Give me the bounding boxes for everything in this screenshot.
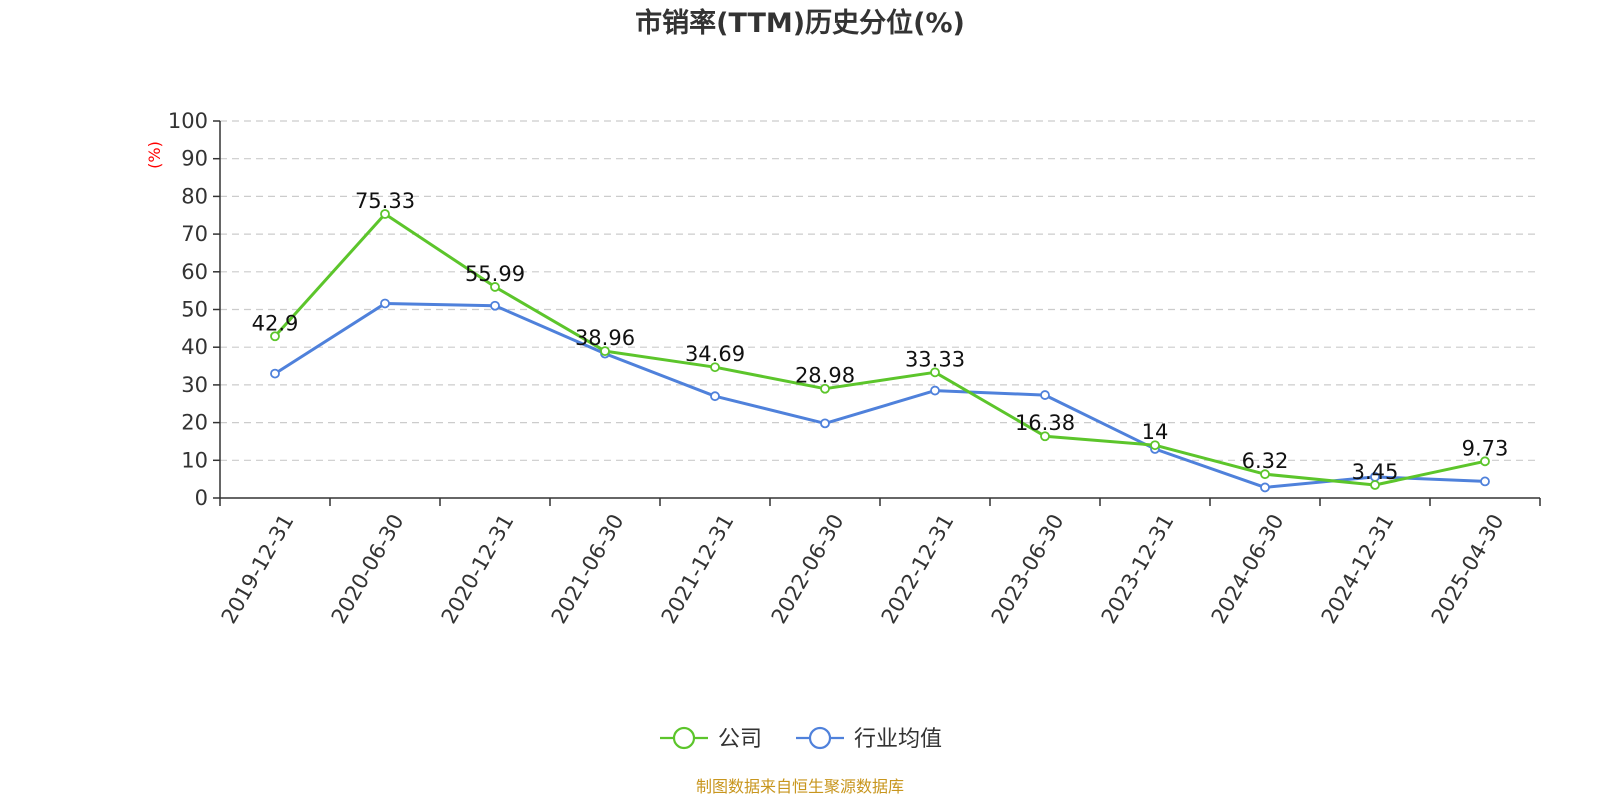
data-point[interactable]: [380, 209, 390, 219]
y-tick-label: 90: [181, 147, 208, 171]
data-label: 33.33: [905, 347, 965, 371]
x-tick-label: 2020-06-30: [327, 510, 409, 628]
data-point[interactable]: [490, 300, 500, 311]
data-label: 3.45: [1352, 460, 1399, 484]
y-axis-label: (%): [145, 141, 164, 169]
data-label: 28.98: [795, 364, 855, 388]
data-point[interactable]: [1480, 456, 1490, 467]
data-point[interactable]: [1480, 476, 1490, 487]
y-tick-label: 30: [181, 373, 208, 397]
data-label: 75.33: [355, 189, 415, 213]
y-tick-label: 60: [181, 260, 208, 284]
x-tick-label: 2021-12-31: [657, 510, 739, 628]
legend-item[interactable]: 公司: [660, 726, 762, 752]
x-tick-label: 2022-06-30: [767, 510, 849, 628]
y-tick-label: 10: [181, 448, 208, 472]
data-point[interactable]: [1040, 390, 1050, 400]
source-note: 制图数据来自恒生聚源数据库: [696, 777, 904, 796]
series-0: [270, 209, 1490, 490]
x-tick-label: 2024-06-30: [1207, 510, 1289, 628]
y-tick-label: 20: [181, 411, 208, 435]
data-label: 9.73: [1462, 436, 1509, 460]
data-label: 16.38: [1015, 411, 1075, 435]
data-label: 38.96: [575, 326, 635, 350]
x-tick-label: 2025-04-30: [1427, 510, 1509, 628]
data-labels: 42.9 75.33 55.99 38.96 34.69 28.98 33.33 16.38 1…: [252, 189, 1509, 484]
x-tick-label: 2021-06-30: [547, 510, 629, 628]
legend-item[interactable]: 行业均值: [796, 726, 942, 752]
x-tick-label: 2024-12-31: [1317, 510, 1399, 628]
data-point[interactable]: [930, 385, 940, 396]
x-tick-label: 2022-12-31: [877, 510, 959, 628]
data-point[interactable]: [820, 383, 830, 394]
series-line: [274, 302, 1486, 489]
data-label: 14: [1142, 420, 1169, 444]
y-tick-label: 40: [181, 335, 208, 359]
data-point[interactable]: [1260, 482, 1270, 493]
data-label: 55.99: [465, 262, 525, 286]
data-label: 6.32: [1242, 449, 1289, 473]
y-tick-label: 100: [168, 109, 208, 133]
data-point[interactable]: [710, 362, 720, 373]
data-point[interactable]: [270, 368, 280, 379]
data-point[interactable]: [710, 391, 720, 402]
data-point[interactable]: [1150, 440, 1160, 451]
chart-title: 市销率(TTM)历史分位(%): [635, 7, 965, 39]
data-label: 34.69: [685, 342, 745, 366]
data-point[interactable]: [490, 282, 500, 292]
data-point[interactable]: [1040, 431, 1050, 442]
legend-label: 公司: [718, 727, 762, 752]
data-point[interactable]: [600, 346, 610, 357]
data-point[interactable]: [380, 298, 390, 309]
data-label: 42.9: [252, 311, 299, 335]
data-point[interactable]: [270, 331, 280, 342]
x-tick-label: 2023-12-31: [1097, 510, 1179, 628]
data-point[interactable]: [1370, 480, 1380, 490]
x-tick-label: 2019-12-31: [217, 510, 299, 628]
grid-lines: [220, 120, 1540, 461]
legend-marker: [672, 726, 696, 750]
legend: 公司 行业均值: [660, 726, 942, 752]
y-tick-label: 80: [181, 184, 208, 208]
legend-label: 行业均值: [854, 727, 942, 752]
x-tick-label: 2020-12-31: [437, 510, 519, 628]
legend-marker: [808, 726, 832, 750]
series-line: [273, 212, 1486, 487]
series: [270, 209, 1490, 493]
series-1: [270, 298, 1490, 493]
data-point[interactable]: [930, 367, 940, 378]
x-tick-label: 2023-06-30: [987, 510, 1069, 628]
y-tick-label: 50: [181, 298, 208, 322]
y-tick-label: 0: [195, 486, 208, 510]
data-point[interactable]: [1260, 469, 1270, 480]
y-tick-label: 70: [181, 222, 208, 246]
data-point[interactable]: [820, 418, 830, 429]
